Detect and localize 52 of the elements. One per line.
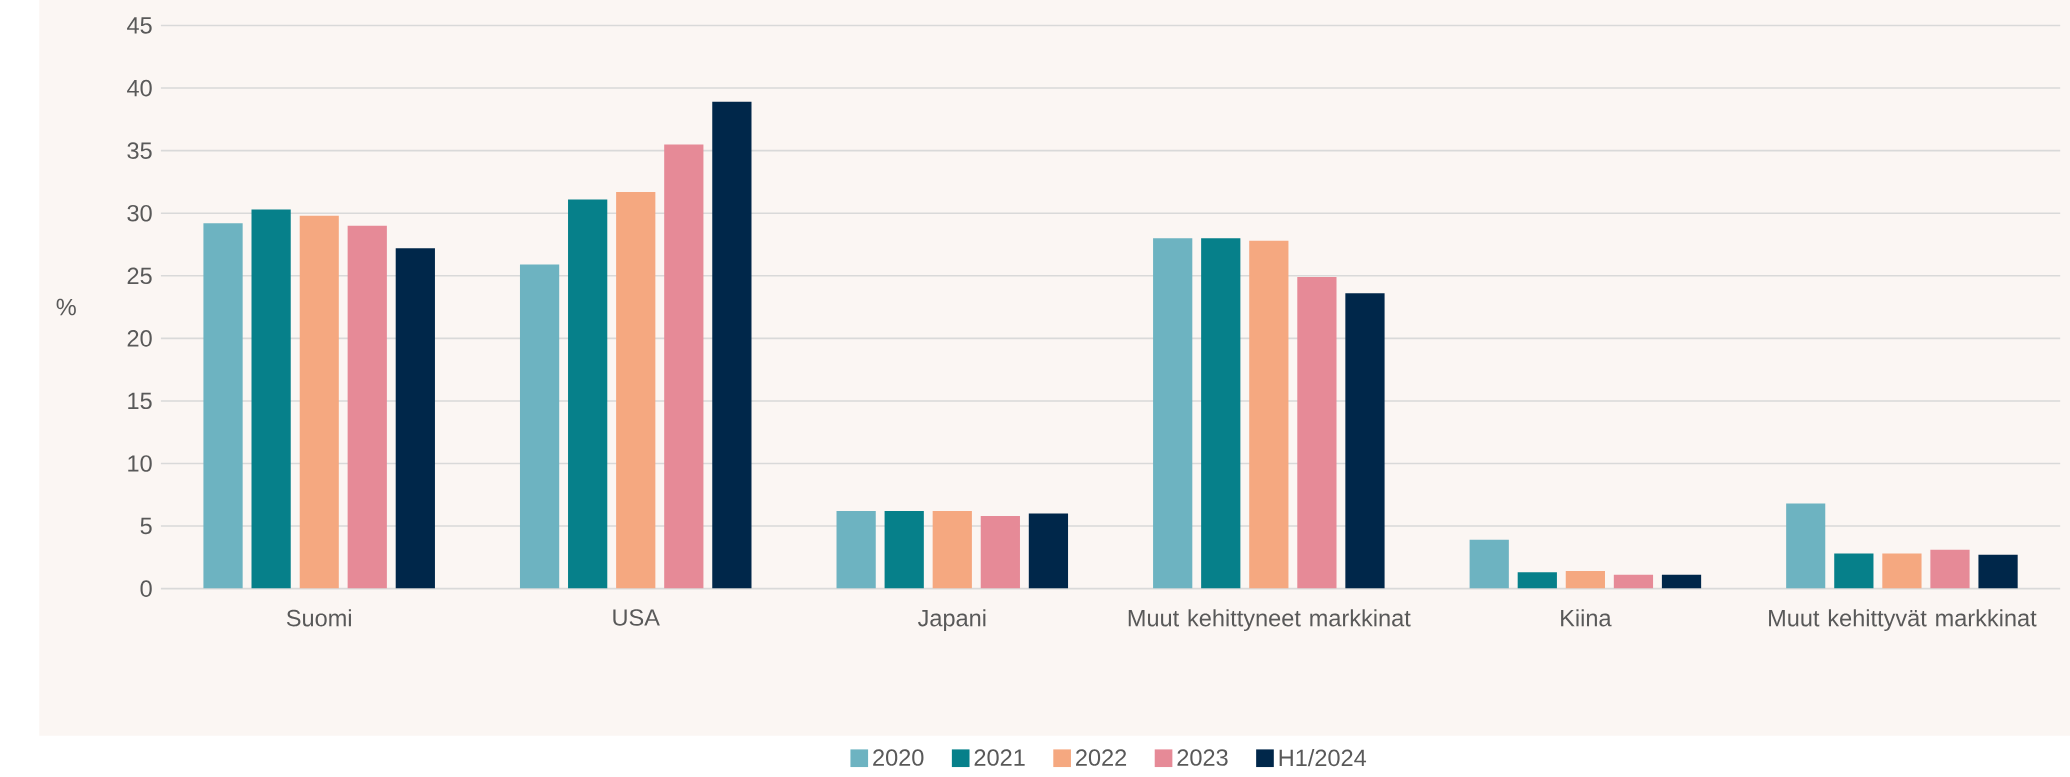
bar (712, 101, 752, 589)
legend-label: 2021 (974, 749, 1025, 766)
x-tick-label: USA (613, 609, 660, 626)
legend-label: 2022 (1076, 749, 1127, 766)
x-tick-label: Suomi (286, 609, 351, 627)
bar (395, 248, 435, 589)
y-tick-label: 0 (140, 580, 152, 597)
x-tick-label: Muut kehittyneet markkinat (1128, 609, 1411, 631)
bar (1469, 539, 1509, 589)
bar (1028, 513, 1069, 589)
bar (1201, 238, 1241, 589)
y-tick-label: 40 (127, 79, 152, 97)
y-tick-label: 25 (127, 267, 152, 284)
bar (1613, 574, 1654, 589)
bar (299, 215, 339, 589)
bar (1978, 554, 2018, 589)
y-tick-label: 5 (140, 517, 152, 535)
x-tick-label: Kiina (1561, 609, 1612, 627)
bar (1345, 293, 1385, 589)
bar (1249, 240, 1289, 589)
y-tick-label: 30 (127, 204, 152, 222)
bar (932, 510, 972, 589)
bar (1297, 276, 1337, 589)
bar (1565, 570, 1605, 589)
bar (203, 223, 243, 589)
y-tick-label: 45 (127, 17, 152, 34)
bar (519, 264, 560, 589)
y-tick-label: 10 (128, 454, 152, 472)
legend-label: 2023 (1177, 749, 1228, 766)
y-tick-label: 20 (127, 329, 152, 347)
x-tick-label: Muut kehittyvät markkinat (1769, 609, 2037, 631)
bar (1153, 238, 1193, 589)
bar (1834, 553, 1874, 589)
bar (664, 144, 704, 589)
bar (568, 199, 608, 589)
y-tick-label: 15 (128, 392, 152, 409)
bar (1930, 549, 1970, 589)
bar (1786, 503, 1826, 589)
bar (836, 510, 876, 589)
bar (251, 209, 291, 589)
bar (1661, 574, 1702, 589)
bar (1517, 572, 1557, 589)
legend-label: H1/2024 (1279, 748, 1367, 767)
x-tick-label: Japani (917, 609, 986, 631)
y-axis-title: % (56, 298, 76, 316)
y-tick-label: 35 (127, 142, 152, 159)
bar (884, 510, 924, 589)
legend-label: 2020 (873, 749, 924, 766)
bar (1882, 553, 1922, 589)
bar (980, 515, 1020, 589)
bar (616, 191, 656, 589)
bar (347, 225, 387, 589)
